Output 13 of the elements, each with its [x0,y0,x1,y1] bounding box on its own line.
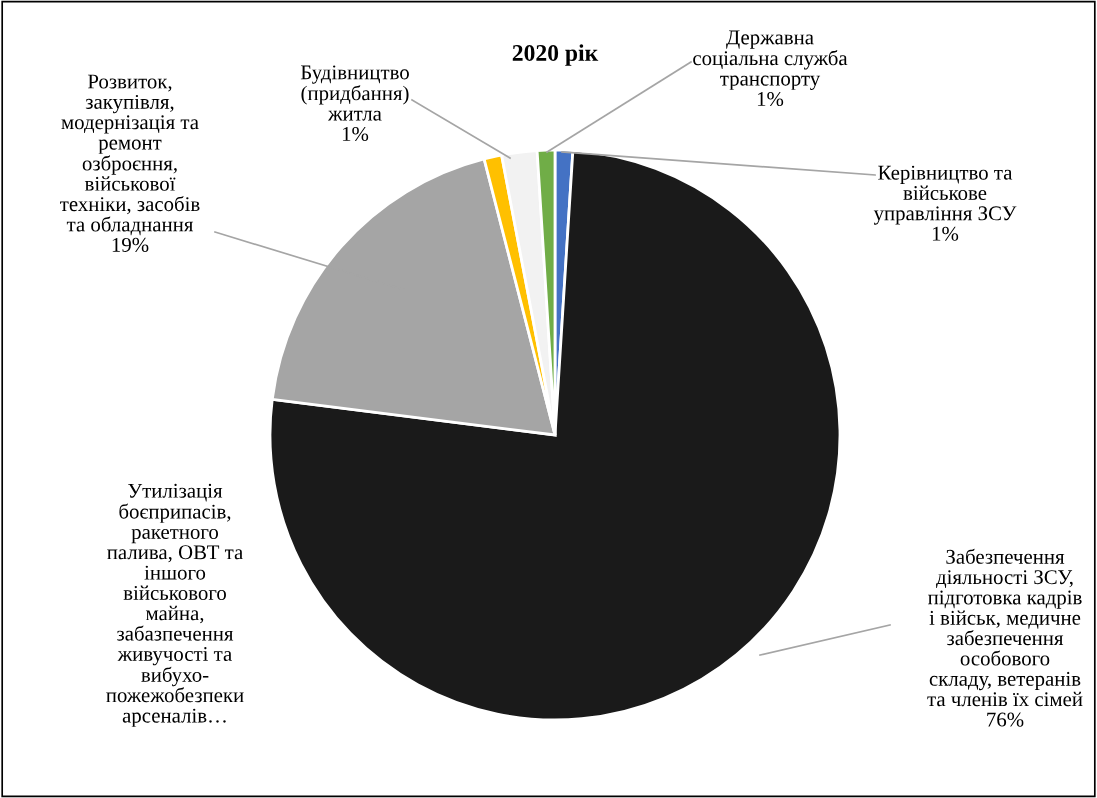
pie-slice [268,149,842,722]
category-label: Утилізація боєприпасів, ракетного палива, ОВТ та іншого військового майна, забазпечення живучості та вибухо- пожежобезпеки арсеналів… [106,483,244,727]
data-label: 19% [112,237,149,252]
data-label: 1% [757,91,784,107]
data-label: 1% [342,126,369,142]
slice-label: Державна соціальна служба транспорту [693,30,848,90]
slice-label: Розвиток, закупівля, модернізація та ремонт озброєння, військової техніки, засобів та обладнання [60,74,200,236]
slice-label: Керівництво та військове управління ЗСУ [873,165,1017,225]
slice-label: Будівництво (придбання) житла [300,65,409,121]
data-label: 76% [987,712,1024,727]
slice-label: Забезпечення діяльності ЗСУ, підготовка кадрів і військ, медичне забезпечення особового складу, ветеранів та членів їх сімей [927,548,1083,707]
text: 2020 рік [512,44,599,66]
data-label: 1% [932,226,959,241]
